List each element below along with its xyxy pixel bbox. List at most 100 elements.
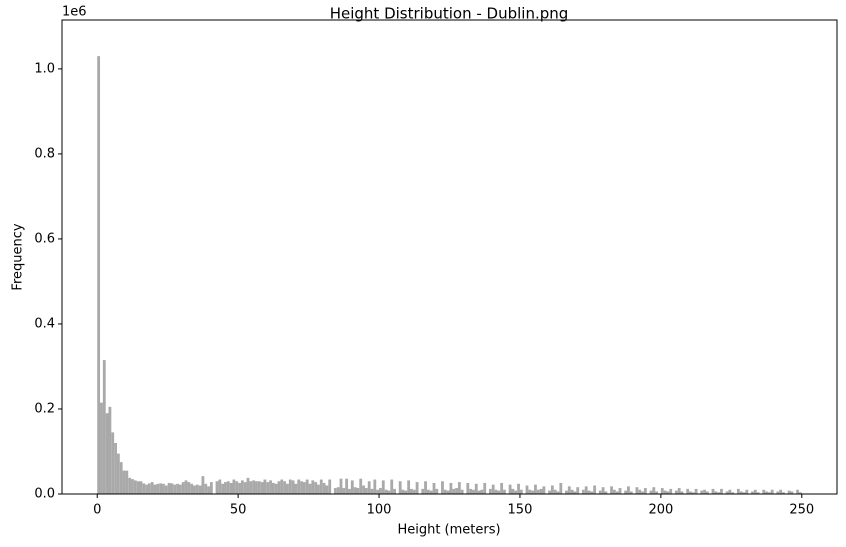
histogram-bar bbox=[131, 479, 134, 494]
histogram-bar bbox=[466, 482, 470, 494]
histogram-bar bbox=[627, 486, 630, 494]
histogram-bar bbox=[742, 492, 746, 494]
histogram-bar bbox=[570, 489, 574, 494]
histogram-bar bbox=[97, 56, 101, 495]
x-tick-label: 150 bbox=[508, 503, 533, 518]
histogram-bar bbox=[612, 489, 616, 494]
histogram-bar bbox=[691, 492, 695, 494]
histogram-bar bbox=[105, 413, 109, 494]
histogram-bar bbox=[125, 470, 129, 494]
histogram-bar bbox=[474, 483, 478, 494]
histogram-bar bbox=[779, 489, 783, 494]
histogram-bar bbox=[508, 484, 512, 494]
histogram-bar bbox=[167, 482, 171, 494]
histogram-bar bbox=[325, 485, 329, 494]
histogram-bar bbox=[584, 486, 588, 494]
histogram-bar bbox=[455, 488, 458, 494]
histogram-bar bbox=[207, 486, 210, 494]
histogram-bar bbox=[643, 488, 647, 494]
histogram-bar bbox=[503, 489, 506, 494]
histogram-bar bbox=[356, 488, 360, 494]
histogram-bar bbox=[767, 492, 771, 494]
histogram-bar bbox=[700, 490, 704, 494]
histogram-bar bbox=[736, 488, 740, 494]
histogram-bar bbox=[215, 481, 219, 494]
histogram-bar bbox=[173, 484, 177, 494]
histogram-bar bbox=[731, 492, 735, 494]
histogram-bar bbox=[762, 489, 766, 494]
histogram-bar bbox=[480, 489, 484, 494]
histogram-bar bbox=[717, 492, 721, 494]
histogram-bar bbox=[162, 483, 165, 494]
histogram-bar bbox=[266, 482, 270, 494]
histogram-bar bbox=[753, 489, 757, 494]
histogram-bar bbox=[477, 490, 481, 494]
histogram-bar bbox=[590, 491, 594, 494]
histogram-bar bbox=[553, 489, 557, 494]
histogram-bar bbox=[333, 488, 337, 494]
histogram-bar bbox=[390, 479, 394, 494]
y-tick-label: 1.0 bbox=[34, 61, 55, 76]
histogram-bar bbox=[271, 482, 275, 494]
histogram-bar bbox=[170, 483, 174, 494]
histogram-bar bbox=[283, 481, 287, 494]
histogram-bar bbox=[393, 488, 396, 494]
y-tick-label: 0.6 bbox=[34, 231, 55, 246]
histogram-bar bbox=[666, 491, 670, 494]
histogram-bar bbox=[218, 479, 222, 494]
histogram-bar bbox=[257, 481, 261, 494]
histogram-bar bbox=[567, 486, 571, 494]
chart-title: Height Distribution - Dublin.png bbox=[330, 5, 569, 23]
histogram-bar bbox=[345, 478, 349, 494]
histogram-bar bbox=[649, 490, 653, 494]
histogram-bar bbox=[652, 487, 656, 494]
histogram-bar bbox=[364, 488, 368, 494]
histogram-bar bbox=[429, 490, 433, 494]
histogram-bar bbox=[243, 482, 247, 494]
histogram-bar bbox=[491, 484, 495, 494]
histogram-bar bbox=[528, 489, 532, 494]
histogram-bar bbox=[581, 489, 585, 494]
histogram-bar bbox=[359, 478, 363, 494]
histogram-bar bbox=[311, 480, 315, 494]
histogram-bar bbox=[587, 490, 591, 494]
x-tick-label: 0 bbox=[93, 503, 101, 518]
y-tick-label: 0.0 bbox=[34, 487, 55, 502]
histogram-bar bbox=[156, 483, 160, 494]
histogram-bar bbox=[136, 481, 140, 494]
histogram-bar bbox=[446, 490, 450, 494]
y-tick-label: 0.8 bbox=[34, 146, 55, 161]
histogram-bar bbox=[412, 489, 416, 494]
histogram-bar bbox=[348, 488, 351, 494]
histogram-bar bbox=[398, 481, 402, 494]
histogram-bar bbox=[770, 489, 774, 494]
histogram-bar bbox=[322, 482, 326, 494]
histogram-bar bbox=[209, 482, 213, 494]
histogram-bar bbox=[488, 488, 492, 494]
histogram-bar bbox=[629, 491, 633, 494]
histogram-bar bbox=[725, 491, 729, 494]
histogram-bar bbox=[426, 489, 430, 494]
histogram-bar bbox=[159, 483, 163, 494]
histogram-bar bbox=[559, 482, 563, 494]
histogram-bar bbox=[655, 491, 659, 494]
histogram-bar bbox=[373, 479, 377, 494]
histogram-bar bbox=[204, 483, 208, 494]
histogram-bar bbox=[314, 482, 318, 494]
histogram-bar bbox=[548, 490, 551, 494]
histogram-bar bbox=[703, 489, 706, 494]
histogram-bar bbox=[181, 482, 185, 494]
histogram-bar bbox=[638, 489, 642, 494]
histogram-bar bbox=[114, 442, 117, 494]
histogram-bar bbox=[457, 482, 461, 494]
y-axis-label: Frequency bbox=[11, 223, 26, 290]
histogram-bar bbox=[694, 488, 698, 494]
histogram-bar bbox=[441, 481, 444, 494]
histogram-bar bbox=[139, 481, 143, 494]
histogram-bar bbox=[573, 491, 577, 494]
histogram-bar bbox=[421, 488, 425, 494]
histogram-bar bbox=[550, 485, 554, 494]
histogram-bar bbox=[111, 432, 115, 494]
histogram-bar bbox=[782, 492, 785, 494]
